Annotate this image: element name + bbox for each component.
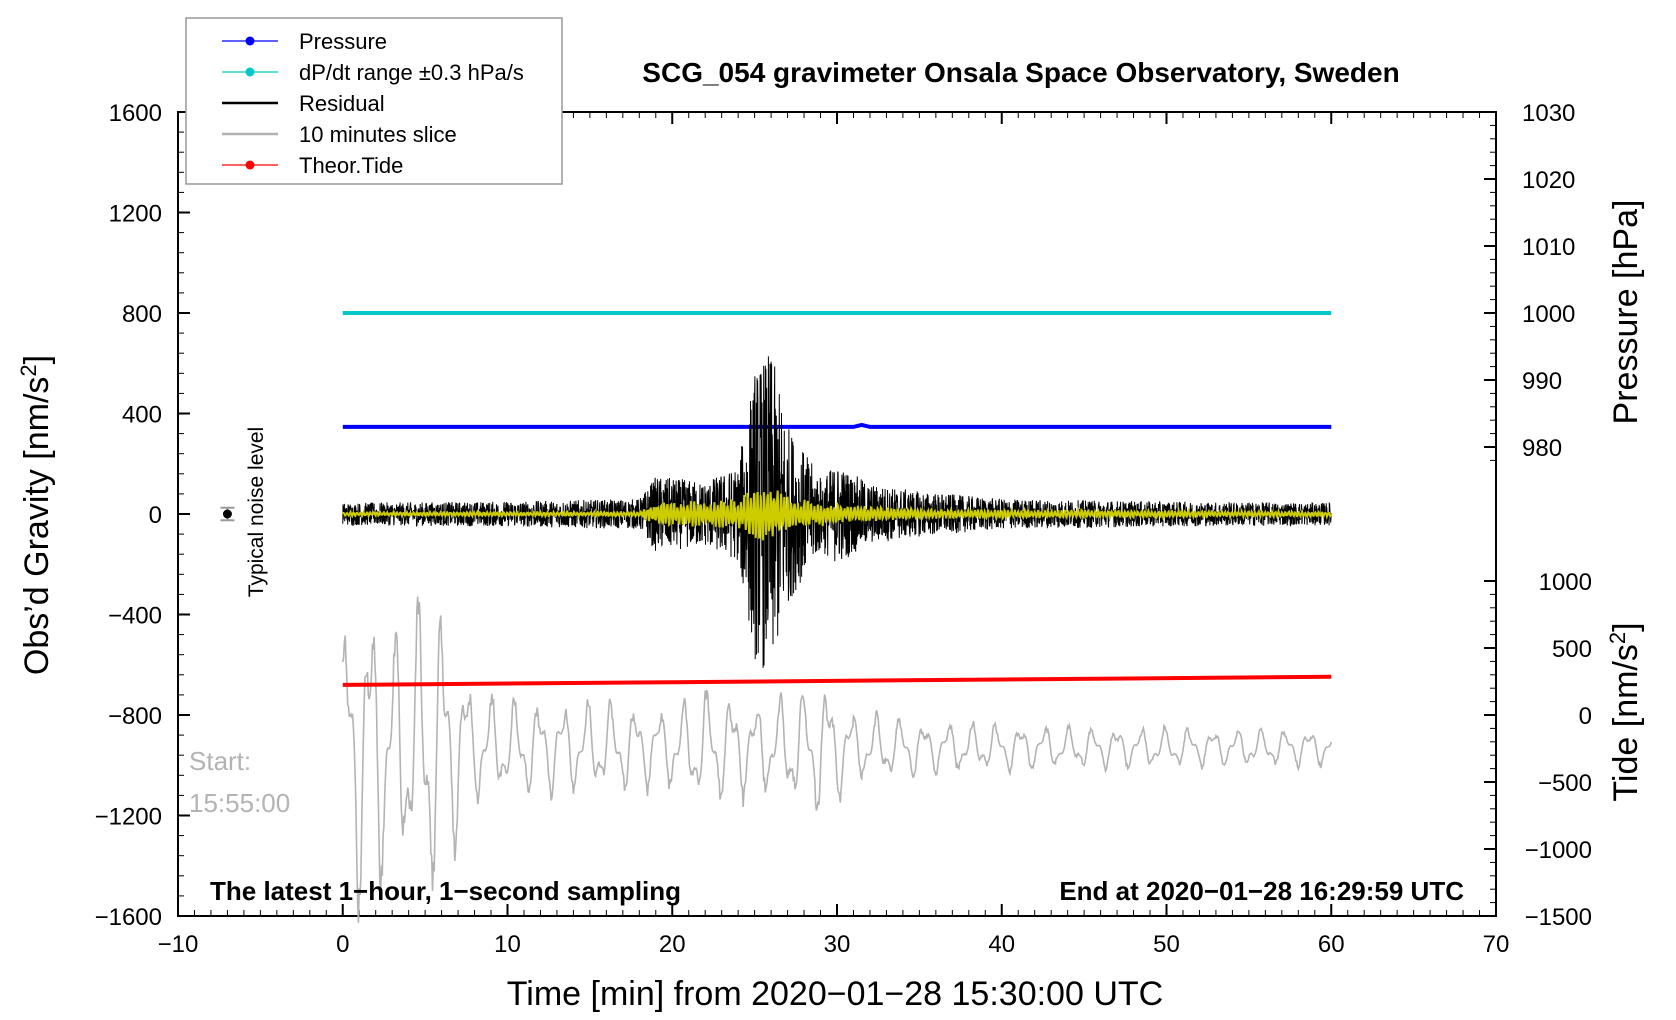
y-axis-title-tide-main: Tide [nm/s [1607,644,1645,801]
y-tick-label-gravity: 0 [149,502,162,529]
x-axis-title: Time [min] from 2020−01−28 15:30:00 UTC [507,975,1163,1013]
legend-label: Pressure [299,29,387,54]
y-tick-label-tide: −500 [1538,770,1592,797]
y-tick-label-pressure: 1020 [1522,167,1575,194]
y-tick-label-gravity: −400 [108,603,162,630]
y-axis-title-gravity-main: Obs’d Gravity [nm/s [18,377,56,676]
y-tick-label-gravity: 1200 [109,201,162,228]
y-tick-label-tide: 500 [1552,636,1592,663]
y-tick-label-tide: −1500 [1525,904,1592,931]
chart-title: SCG_054 gravimeter Onsala Space Observat… [642,57,1399,88]
y-tick-label-pressure: 1010 [1522,234,1575,261]
x-tick-label: 40 [988,931,1015,958]
x-tick-label: 20 [659,931,686,958]
legend-label: 10 minutes slice [299,122,457,147]
axis-ticks: −10 0 10 20 30 40 50 60 70160012008004000−400−80… [95,100,1592,958]
x-tick-label: −10 [158,931,199,958]
y-axis-title-gravity-sup: 2 [16,364,41,376]
y-tick-label-pressure: 980 [1522,435,1562,462]
y-axis-title-tide-close: ] [1607,622,1645,631]
legend-label: Theor.Tide [299,153,403,178]
y-axis-title-pressure: Pressure [hPa] [1607,200,1645,425]
legend-label: Residual [299,91,385,116]
sampling-note: The latest 1−hour, 1−second sampling [210,876,681,906]
end-time-note: End at 2020−01−28 16:29:59 UTC [1059,876,1464,906]
noise-point [222,509,232,519]
legend-marker [245,67,255,77]
y-axis-title-tide-sup: 2 [1605,632,1630,644]
y-tick-label-pressure: 1030 [1522,100,1575,127]
legend: Pressure dP/dt range ±0.3 hPa/s Residual 10… [185,17,563,185]
x-tick-label: 50 [1153,931,1180,958]
series-layer [341,311,1333,923]
y-tick-label-gravity: 1600 [109,100,162,127]
y-tick-label-gravity: 400 [122,402,162,429]
series-residual-line [342,356,1332,668]
y-tick-label-pressure: 1000 [1522,301,1575,328]
x-tick-label: 30 [824,931,851,958]
series-slice-line [342,596,1333,923]
noise-level-label: Typical noise level [245,427,268,597]
y-tick-label-tide: 0 [1579,703,1592,730]
series-filtered-line [341,490,1333,541]
x-tick-label: 70 [1483,931,1510,958]
legend-marker [245,160,255,170]
y-tick-label-gravity: −1200 [95,804,162,831]
series-pressure-line [342,422,1332,429]
y-tick-label-tide: −1000 [1525,837,1592,864]
legend-marker [245,36,255,46]
noise-level-marker [220,506,235,522]
y-tick-label-gravity: −800 [108,703,162,730]
legend-box [185,17,563,185]
y-axis-title-tide: Tide [nm/s2] [1605,622,1645,801]
y-axis-title-gravity-close: ] [18,355,56,364]
x-tick-label: 60 [1318,931,1345,958]
slice-start-label: Start: [189,746,251,776]
y-axis-title-gravity: Obs’d Gravity [nm/s2] [16,355,56,675]
x-tick-label: 10 [494,931,521,958]
y-tick-label-pressure: 990 [1522,368,1562,395]
legend-label: dP/dt range ±0.3 hPa/s [299,60,524,85]
slice-start-time: 15:55:00 [189,788,290,818]
y-tick-label-gravity: 800 [122,301,162,328]
x-tick-label: 0 [336,931,349,958]
y-tick-label-tide: 1000 [1539,569,1592,596]
series-tide-line [342,674,1332,687]
y-tick-label-gravity: −1600 [95,904,162,931]
